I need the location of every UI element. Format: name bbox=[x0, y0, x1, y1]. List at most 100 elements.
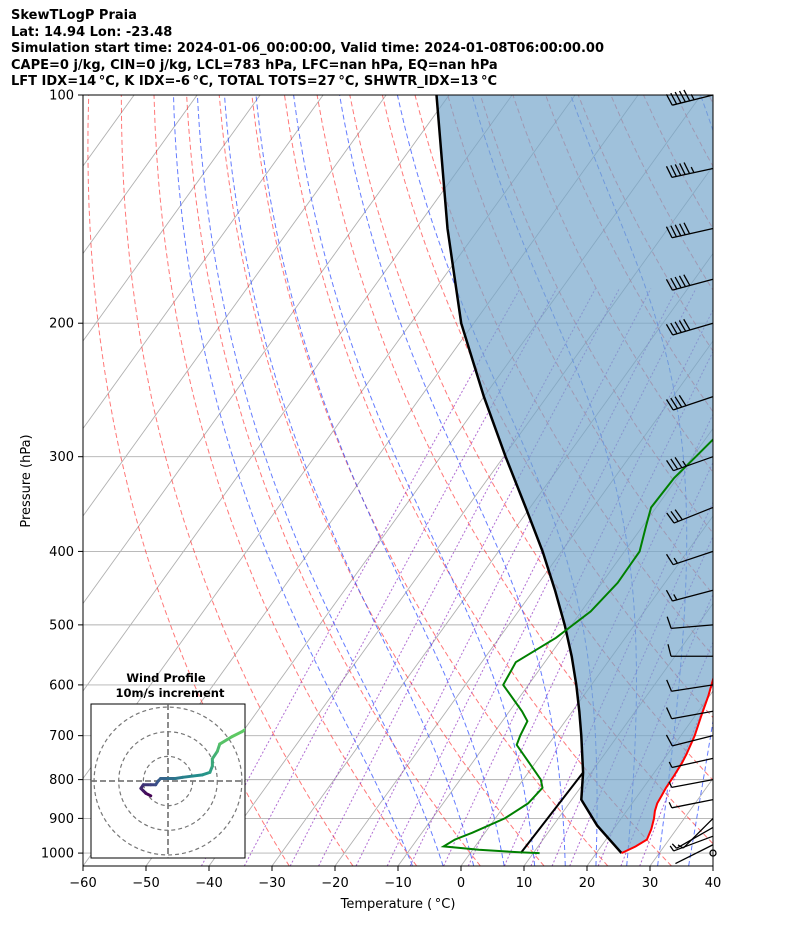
wind-barb bbox=[675, 844, 714, 865]
wind-barb bbox=[665, 550, 714, 566]
mixing-ratio-line bbox=[289, 288, 596, 866]
isotherm-gridline bbox=[460, 515, 713, 866]
x-tick-label: 30 bbox=[642, 876, 659, 891]
wind-barb bbox=[665, 589, 714, 602]
isotherm-gridline bbox=[712, 865, 713, 866]
x-tick-label: −30 bbox=[258, 876, 285, 891]
dry-adiabat bbox=[349, 95, 713, 781]
wind-barb bbox=[666, 616, 714, 630]
y-axis-ticks: 1000 900 800 700 600 500 400 300 200 100 bbox=[41, 89, 83, 862]
cin-shaded-area bbox=[436, 95, 713, 854]
hodograph-subtitle: 10m/s increment bbox=[116, 686, 225, 700]
moist-adiabat bbox=[224, 95, 475, 866]
wind-barb bbox=[669, 835, 714, 852]
x-tick-label: −20 bbox=[321, 876, 348, 891]
isotherm-gridline bbox=[83, 95, 387, 517]
hodograph-trace-segment bbox=[218, 735, 234, 746]
y-tick-label: 900 bbox=[49, 812, 74, 827]
x-tick-label: −40 bbox=[195, 876, 222, 891]
wind-barb bbox=[665, 222, 714, 239]
title-location: Lat: 14.94 Lon: -23.48 bbox=[11, 24, 173, 40]
hodograph-inset: Wind Profile 10m/s increment bbox=[90, 671, 296, 859]
moist-adiabat bbox=[293, 95, 536, 866]
wind-barb bbox=[665, 162, 714, 179]
wind-barb bbox=[668, 757, 714, 769]
x-tick-label: 40 bbox=[705, 876, 722, 891]
x-tick-label: −60 bbox=[69, 876, 96, 891]
y-tick-label: 700 bbox=[49, 729, 74, 744]
y-tick-label: 500 bbox=[49, 618, 74, 633]
hodograph-trace-segment bbox=[230, 730, 244, 739]
title-cape-line: CAPE=0 j/kg, CIN=0 j/kg, LCL=783 hPa, LF… bbox=[11, 57, 498, 73]
mixing-ratio-line bbox=[355, 288, 652, 866]
wind-barb bbox=[666, 456, 714, 472]
y-tick-label: 1000 bbox=[41, 847, 74, 862]
x-tick-label: 20 bbox=[579, 876, 596, 891]
dry-adiabat bbox=[316, 95, 713, 845]
y-tick-label: 200 bbox=[49, 317, 74, 332]
y-tick-label: 800 bbox=[49, 773, 74, 788]
hodograph-trace-segment bbox=[249, 727, 261, 732]
moist-adiabat bbox=[339, 95, 566, 866]
hodograph-ring bbox=[93, 706, 243, 856]
cape-cin-shading bbox=[436, 95, 713, 854]
wind-barb bbox=[666, 506, 714, 524]
wind-barb bbox=[677, 817, 714, 849]
x-tick-label: 10 bbox=[516, 876, 533, 891]
dry-adiabat bbox=[218, 95, 545, 866]
title-indices-line: LFT IDX=14 °C, K IDX=-6 °C, TOTAL TOTS=2… bbox=[11, 74, 498, 89]
moist-adiabat bbox=[196, 95, 444, 866]
wind-barb bbox=[668, 778, 714, 789]
wind-barb bbox=[665, 274, 714, 291]
hodograph-title: Wind Profile bbox=[126, 671, 206, 685]
isotherm-gridline bbox=[83, 95, 513, 692]
wind-barb bbox=[666, 679, 714, 692]
isotherm-gridline bbox=[83, 95, 261, 342]
moist-adiabat bbox=[255, 95, 505, 866]
hodograph-ring bbox=[118, 731, 218, 831]
hodograph-trace-segment bbox=[240, 727, 245, 734]
moist-adiabat bbox=[173, 95, 413, 866]
hodograph-trace-segment bbox=[281, 742, 296, 747]
mixing-ratio-line bbox=[443, 308, 713, 866]
dry-adiabat bbox=[774, 95, 794, 866]
isotherm-gridline bbox=[0, 95, 8, 866]
wind-barb bbox=[671, 826, 714, 849]
y-axis-label: Pressure (hPa) bbox=[19, 434, 34, 527]
dry-adiabat bbox=[87, 95, 290, 866]
parcel-profile-line bbox=[435, 95, 623, 854]
isotherm-gridline bbox=[83, 95, 198, 255]
dry-adiabat bbox=[186, 95, 481, 866]
wind-barb bbox=[665, 318, 714, 336]
dewpoint-to-lcl-line bbox=[519, 771, 584, 854]
wind-barb bbox=[668, 798, 714, 809]
isotherm-gridline bbox=[83, 95, 324, 430]
y-tick-label: 300 bbox=[49, 450, 74, 465]
x-axis-label: Temperature ( °C) bbox=[340, 897, 456, 912]
x-axis-ticks: −60 −50 −40 −30 −20 −10 0 10 20 30 40 bbox=[69, 866, 721, 891]
profile-lines bbox=[435, 95, 713, 855]
x-tick-label: −10 bbox=[384, 876, 411, 891]
dry-adiabat bbox=[251, 95, 609, 866]
dewpoint-profile-line bbox=[440, 438, 713, 855]
title-block: SkewTLogP Praia Lat: 14.94 Lon: -23.48 S… bbox=[11, 8, 604, 91]
wind-barb bbox=[667, 644, 713, 657]
y-tick-label: 100 bbox=[49, 89, 74, 104]
dry-adiabat bbox=[153, 95, 418, 866]
title-station: SkewTLogP Praia bbox=[11, 8, 137, 23]
isotherm-gridline bbox=[0, 95, 71, 866]
mixing-ratio-line bbox=[243, 288, 558, 866]
wind-barb bbox=[665, 707, 714, 720]
hodograph-trace-segment bbox=[181, 774, 195, 779]
x-tick-label: −50 bbox=[132, 876, 159, 891]
wind-barb bbox=[665, 89, 714, 106]
mixing-ratio-line bbox=[551, 501, 713, 866]
hodograph-ring bbox=[142, 755, 194, 807]
wind-barb bbox=[665, 394, 714, 411]
x-tick-label: 0 bbox=[457, 876, 465, 891]
temperature-profile-line bbox=[621, 676, 713, 855]
dry-adiabat bbox=[708, 95, 713, 105]
isotherm-gridline bbox=[776, 95, 794, 866]
wind-barbs bbox=[665, 89, 717, 865]
